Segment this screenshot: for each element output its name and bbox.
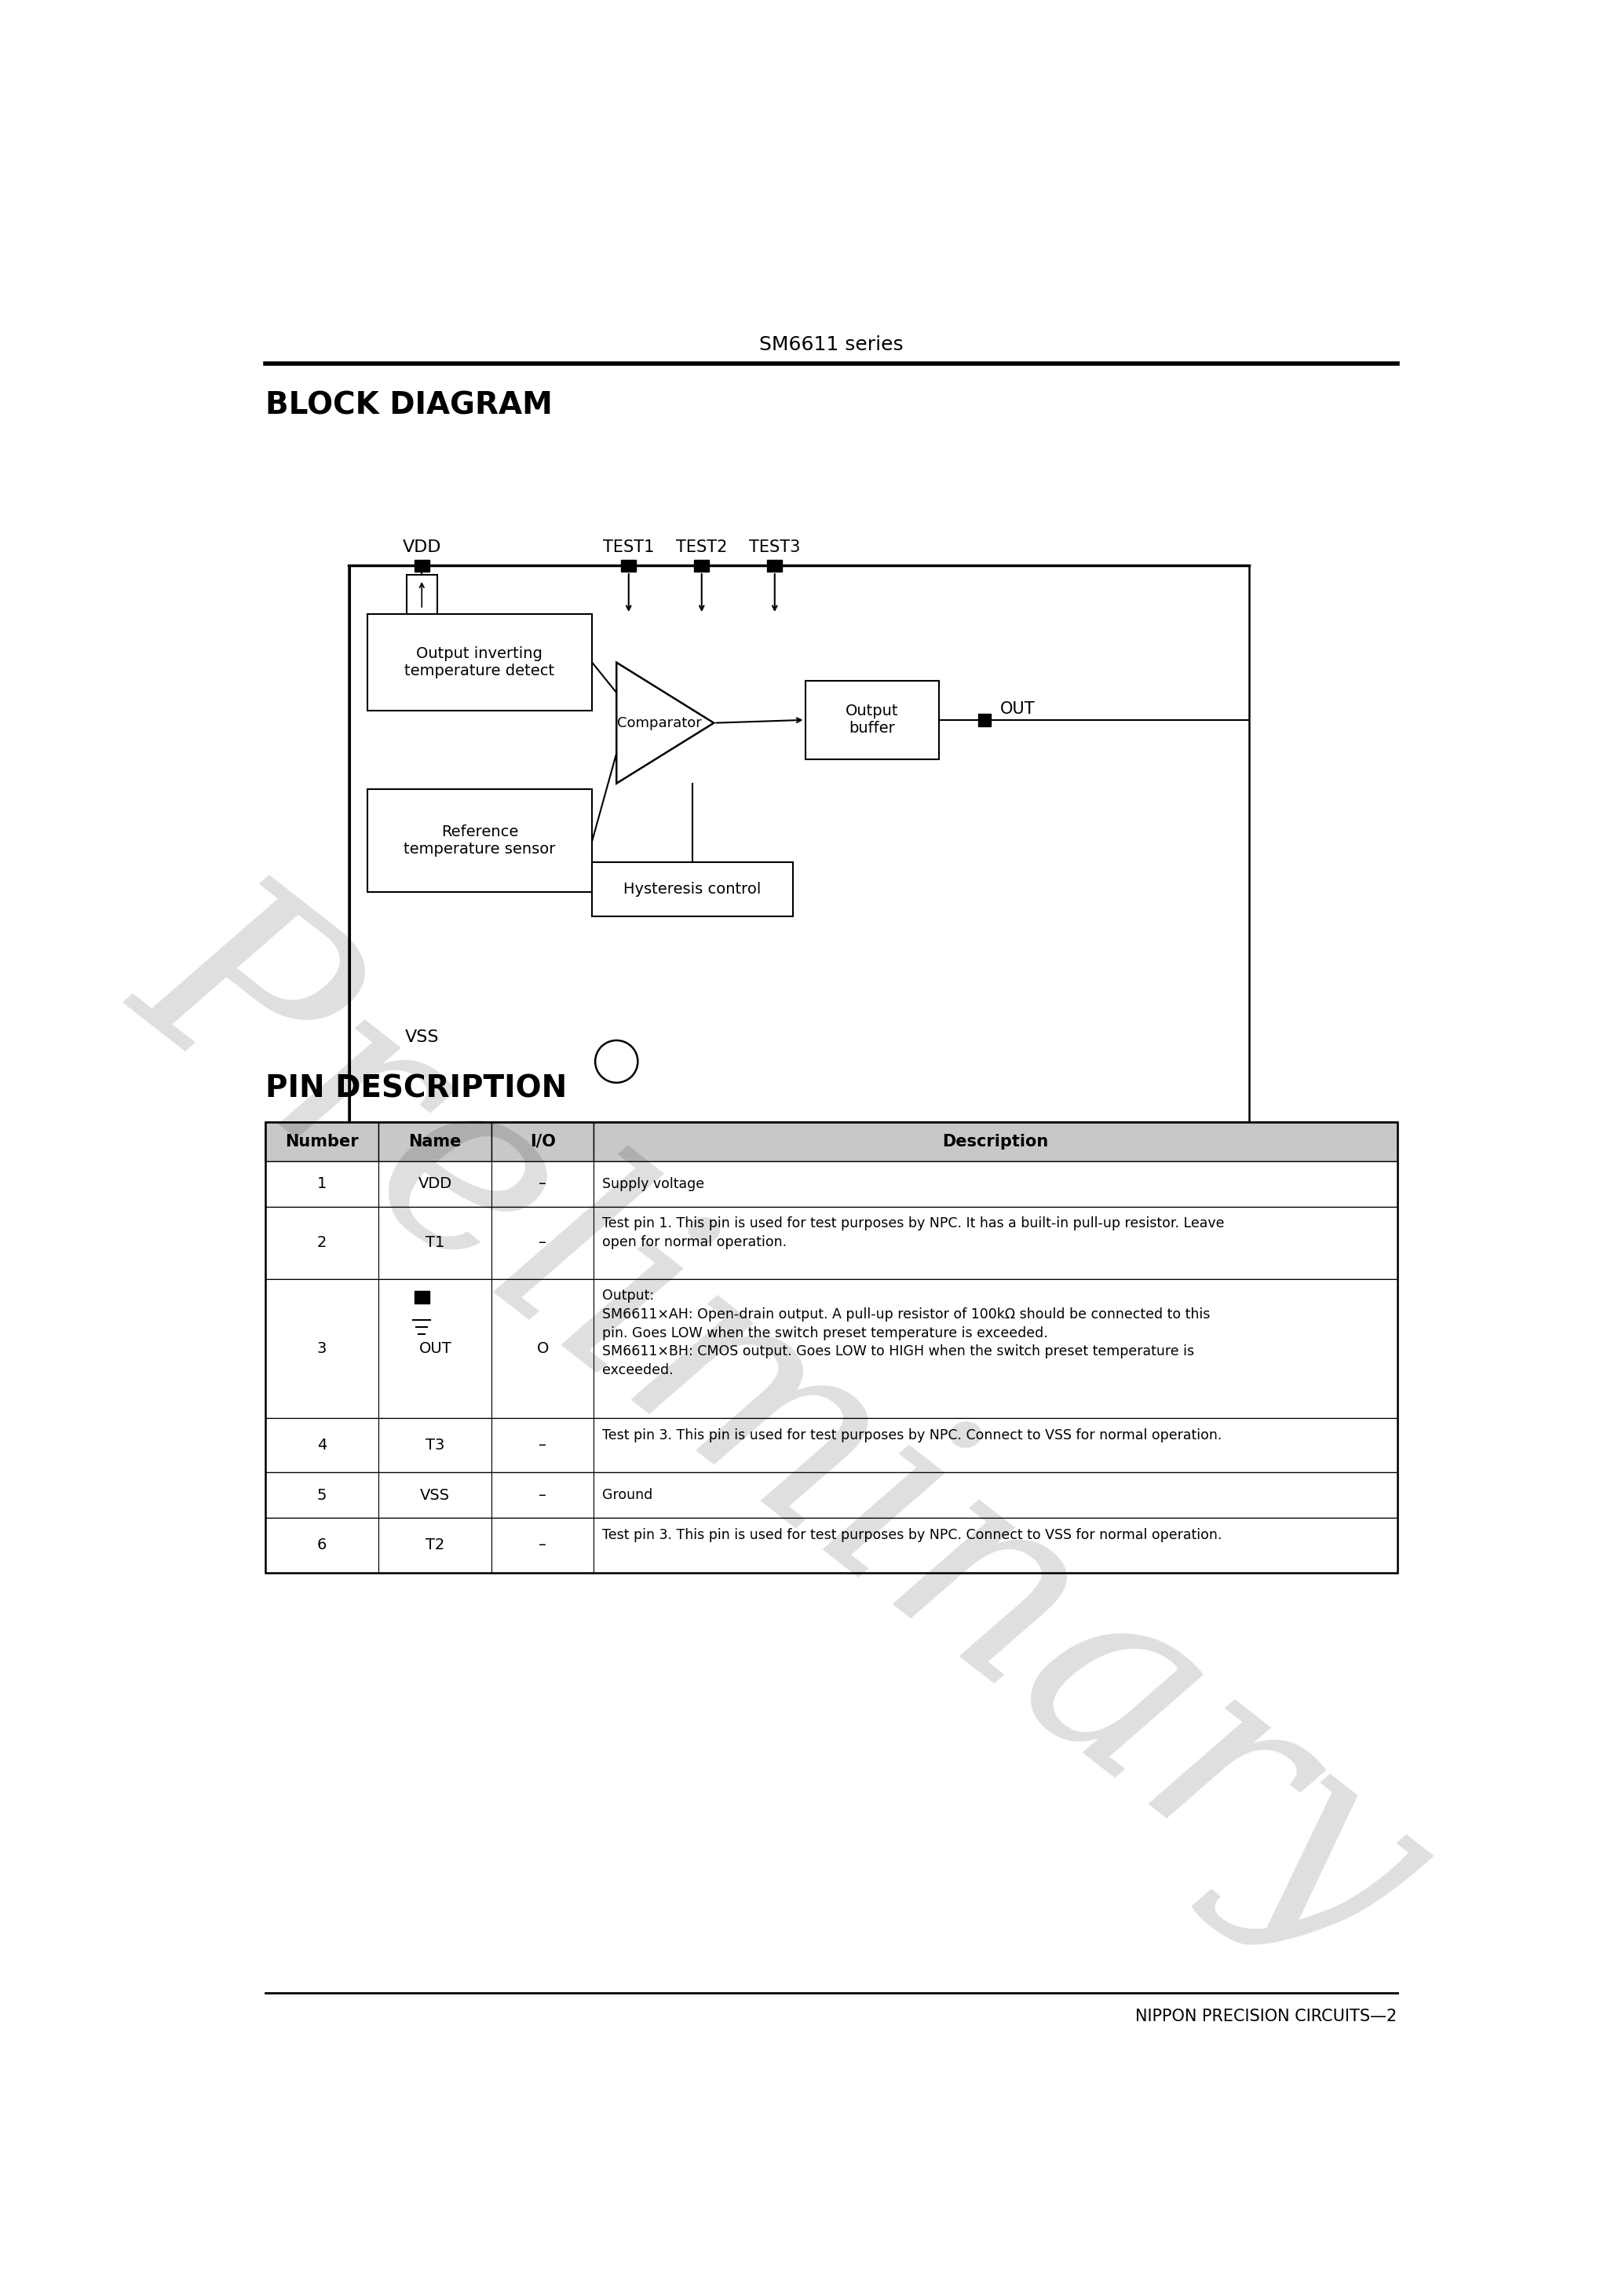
Text: T1: T1 [425,1235,444,1251]
Bar [621,560,636,572]
Bar [266,1123,1397,1573]
Text: SM6611 series: SM6611 series [759,335,903,354]
Bar [266,1279,1397,1419]
Bar [491,1123,594,1162]
Text: OUT: OUT [999,700,1035,716]
Text: PIN DESCRIPTION: PIN DESCRIPTION [266,1075,568,1104]
Text: VSS: VSS [420,1488,451,1504]
Text: 2: 2 [318,1235,328,1251]
Bar [594,1123,1397,1162]
Bar [415,560,430,572]
Bar [378,1279,491,1419]
Bar [594,1279,1397,1419]
Bar [978,714,991,726]
Text: Hysteresis control: Hysteresis control [624,882,761,898]
Text: VSS: VSS [406,1029,440,1045]
Bar [266,1472,1397,1518]
Text: Test pin 1. This pin is used for test purposes by NPC. It has a built-in pull-up: Test pin 1. This pin is used for test pu… [602,1217,1225,1249]
Text: VDD: VDD [402,540,441,556]
Bar [266,1472,378,1518]
Text: Output:
SM6611×AH: Open-drain output. A pull-up resistor of 100kΩ should be conn: Output: SM6611×AH: Open-drain output. A … [602,1288,1210,1378]
Text: –: – [539,1538,547,1552]
Text: TEST3: TEST3 [749,540,800,556]
Bar [378,1419,491,1472]
Bar [594,1419,1397,1472]
Bar [404,1313,440,1339]
Bar [378,1518,491,1573]
Text: Preliminary: Preliminary [89,845,1471,2004]
Bar [491,1419,594,1472]
Text: VDD: VDD [418,1176,453,1192]
Polygon shape [616,664,714,783]
Bar [266,1419,1397,1472]
Text: T3: T3 [425,1437,444,1453]
Bar [491,1162,594,1208]
Text: T2: T2 [425,1538,444,1552]
Text: TEST2: TEST2 [676,540,727,556]
Text: I/O: I/O [530,1134,556,1150]
Text: BLOCK DIAGRAM: BLOCK DIAGRAM [266,390,553,420]
Text: 4: 4 [318,1437,328,1453]
Text: O: O [537,1341,548,1357]
Bar [266,1518,378,1573]
Bar [491,1472,594,1518]
Bar [378,1208,491,1279]
Bar [378,1123,491,1162]
Bar [266,1208,378,1279]
Text: 3: 3 [318,1341,328,1357]
Text: Number: Number [285,1134,358,1150]
Text: NIPPON PRECISION CIRCUITS—2: NIPPON PRECISION CIRCUITS—2 [1135,2009,1397,2025]
Bar [407,574,436,613]
Bar [266,1419,378,1472]
Text: –: – [539,1176,547,1192]
Text: –: – [539,1235,547,1251]
Text: Test pin 3. This pin is used for test purposes by NPC. Connect to VSS for normal: Test pin 3. This pin is used for test pu… [602,1428,1221,1442]
Bar [592,861,793,916]
Bar [367,790,592,893]
Bar [367,613,592,712]
Text: Ground: Ground [602,1488,652,1502]
Bar [266,1518,1397,1573]
Text: 5: 5 [316,1488,328,1504]
Bar [594,1162,1397,1208]
Text: Supply voltage: Supply voltage [602,1178,704,1192]
Text: OUT: OUT [418,1341,451,1357]
Text: –: – [539,1488,547,1504]
Bar [378,1472,491,1518]
Bar [594,1518,1397,1573]
Bar [491,1518,594,1573]
Text: 6: 6 [318,1538,328,1552]
Bar [266,1162,1397,1208]
Bar [694,560,709,572]
Bar [266,1123,1397,1162]
Text: Output
buffer: Output buffer [845,705,899,737]
Text: TEST1: TEST1 [603,540,654,556]
Text: Name: Name [409,1134,462,1150]
Bar [266,1279,378,1419]
Bar [415,1290,430,1304]
Text: Comparator: Comparator [616,716,701,730]
Bar [266,1208,1397,1279]
Text: Reference
temperature sensor: Reference temperature sensor [404,824,555,856]
Bar [491,1208,594,1279]
Text: 1: 1 [318,1176,328,1192]
Bar [349,565,1249,1297]
Text: –: – [539,1437,547,1453]
Bar [266,1162,378,1208]
Text: Test pin 3. This pin is used for test purposes by NPC. Connect to VSS for normal: Test pin 3. This pin is used for test pu… [602,1527,1221,1543]
Bar [594,1472,1397,1518]
Bar [594,1208,1397,1279]
Bar [491,1279,594,1419]
Bar [378,1162,491,1208]
Bar [805,680,939,760]
Text: Output inverting
temperature detect: Output inverting temperature detect [404,647,555,680]
Bar [266,1123,378,1162]
Text: Description: Description [942,1134,1048,1150]
Bar [767,560,782,572]
